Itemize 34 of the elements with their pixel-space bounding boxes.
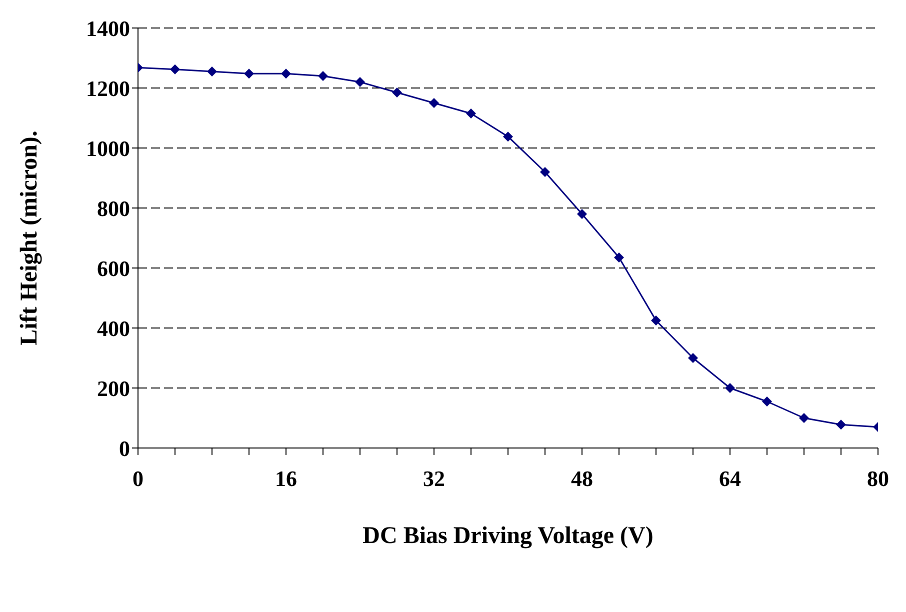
point [318,71,328,81]
point [170,64,180,74]
point [614,252,624,262]
point [725,383,735,393]
y-tick-label: 800 [97,196,130,221]
point [577,209,587,219]
x-tick-label: 32 [423,466,445,491]
point [281,68,291,79]
x-tick-label: 16 [275,466,297,491]
x-axis-title: DC Bias Driving Voltage (V) [362,523,654,549]
y-tick-label: 1400 [86,16,130,41]
point [355,77,365,87]
point [651,316,661,326]
y-tick-label: 200 [97,376,130,401]
y-tick-label: 600 [97,256,130,281]
point [762,396,772,406]
point [540,167,550,177]
point [207,66,217,76]
point [429,98,439,108]
point [503,132,513,142]
point [466,108,476,118]
point [799,413,809,423]
y-tick-label: 1200 [86,76,130,101]
y-tick-label: 0 [119,436,130,461]
x-tick-label: 80 [867,466,889,491]
point [244,68,254,79]
point [392,88,402,98]
x-tick-label: 48 [571,466,593,491]
point [836,420,846,430]
x-tick-label: 64 [719,466,741,491]
y-axis-title: Lift Height (micron). [16,130,43,346]
y-tick-label: 1000 [86,136,130,161]
y-tick-label: 400 [97,316,130,341]
point [688,353,698,363]
